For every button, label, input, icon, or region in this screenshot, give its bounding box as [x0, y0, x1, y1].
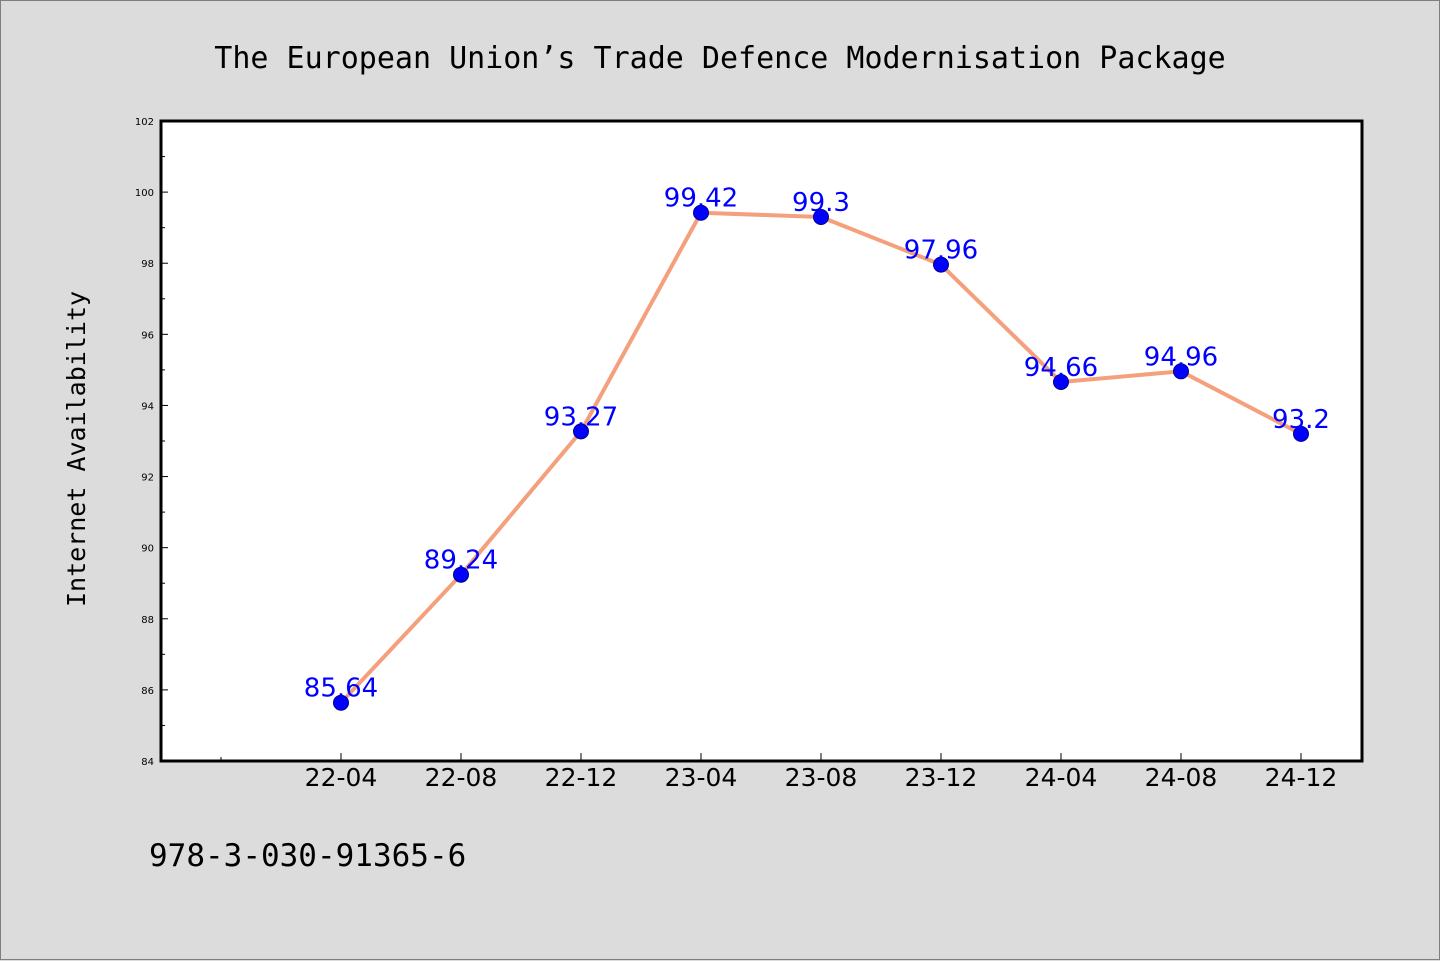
y-tick-label: 98: [141, 259, 154, 270]
y-tick-label: 86: [141, 686, 154, 697]
x-tick-label: 24-12: [1265, 763, 1338, 792]
data-point: [1293, 425, 1309, 442]
data-point: [573, 423, 589, 440]
data-point: [453, 566, 469, 583]
y-axis-label: Internet Availability: [62, 291, 91, 607]
x-tick-label: 22-04: [305, 763, 378, 792]
data-point: [813, 209, 829, 225]
y-tick-label: 92: [141, 473, 154, 484]
data-label: 89.24: [424, 546, 498, 576]
y-tick-label: 94: [141, 401, 154, 412]
y-tick-label: 96: [141, 330, 154, 341]
data-point: [333, 694, 349, 711]
footer-isbn: 978-3-030-91365-6: [149, 838, 466, 874]
data-label: 99.42: [664, 184, 738, 214]
plot-frame: [159, 119, 1364, 763]
x-tick-label: 23-12: [905, 763, 978, 792]
data-label: 93.27: [544, 402, 618, 432]
data-point: [1173, 363, 1189, 380]
x-tick-label: 24-08: [1145, 763, 1218, 792]
data-point: [1053, 373, 1069, 390]
data-label: 85.64: [304, 674, 378, 704]
y-tick-label: 100: [135, 188, 154, 199]
x-tick-label: 23-04: [665, 763, 738, 792]
y-tick-label: 90: [141, 544, 154, 555]
x-tick-label: 22-12: [545, 763, 618, 792]
data-point: [693, 204, 709, 221]
x-tick-label: 22-08: [425, 763, 498, 792]
x-tick-label: 23-08: [785, 763, 858, 792]
data-label: 97.96: [904, 236, 978, 266]
chart-title: The European Union’s Trade Defence Moder…: [214, 41, 1225, 76]
data-label: 99.3: [792, 188, 850, 218]
y-tick-label: 102: [135, 117, 154, 128]
x-tick-label: 24-04: [1025, 763, 1098, 792]
data-label: 94.96: [1144, 342, 1218, 372]
y-tick-label: 88: [141, 615, 154, 626]
data-point: [933, 256, 949, 273]
y-tick-label: 84: [141, 757, 154, 768]
plot-area: [161, 121, 1362, 761]
data-label: 94.66: [1024, 353, 1098, 383]
data-label: 93.2: [1272, 405, 1330, 435]
